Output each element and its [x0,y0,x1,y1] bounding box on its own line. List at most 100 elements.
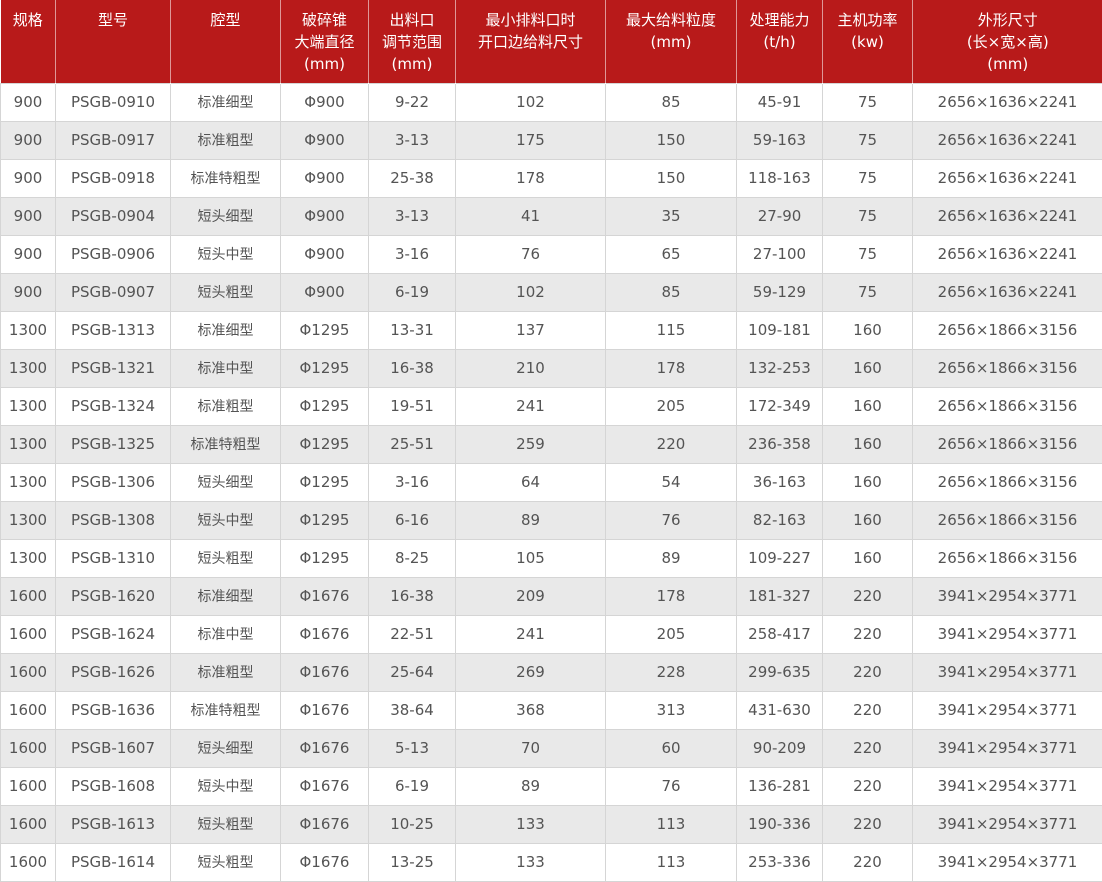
column-header-line: 外形尺寸 [915,9,1101,31]
cell-model: PSGB-0904 [56,197,171,235]
cell-spec: 900 [1,235,56,273]
cell-cone-diameter: Φ1295 [281,463,369,501]
cell-motor-power: 160 [823,349,913,387]
cell-model: PSGB-1626 [56,653,171,691]
cell-discharge-range: 38-64 [369,691,456,729]
cell-model: PSGB-1306 [56,463,171,501]
cell-capacity: 118-163 [737,159,823,197]
cell-motor-power: 160 [823,539,913,577]
cell-capacity: 299-635 [737,653,823,691]
cell-model: PSGB-1310 [56,539,171,577]
column-header-line: 调节范围 [371,31,453,53]
cell-discharge-range: 3-16 [369,463,456,501]
cell-spec: 1600 [1,767,56,805]
cell-capacity: 172-349 [737,387,823,425]
cell-discharge-range: 6-16 [369,501,456,539]
cell-cone-diameter: Φ900 [281,273,369,311]
cell-min-discharge-feed-size: 89 [456,501,606,539]
cell-spec: 900 [1,197,56,235]
cell-spec: 1300 [1,387,56,425]
cell-discharge-range: 25-64 [369,653,456,691]
cell-min-discharge-feed-size: 178 [456,159,606,197]
cell-spec: 1300 [1,501,56,539]
cell-max-feed-size: 35 [606,197,737,235]
column-header-cavity-type: 腔型 [171,0,281,83]
cell-dimensions: 3941×2954×3771 [913,577,1102,615]
cell-model: PSGB-1614 [56,843,171,881]
cell-min-discharge-feed-size: 269 [456,653,606,691]
cell-capacity: 45-91 [737,83,823,121]
cell-model: PSGB-1608 [56,767,171,805]
cell-motor-power: 160 [823,501,913,539]
cell-max-feed-size: 89 [606,539,737,577]
cell-max-feed-size: 65 [606,235,737,273]
cell-spec: 900 [1,159,56,197]
column-header-line: 出料口 [371,9,453,31]
cell-dimensions: 3941×2954×3771 [913,805,1102,843]
cell-discharge-range: 6-19 [369,273,456,311]
cell-max-feed-size: 205 [606,387,737,425]
cell-dimensions: 2656×1866×3156 [913,501,1102,539]
cell-dimensions: 3941×2954×3771 [913,843,1102,881]
cell-motor-power: 220 [823,843,913,881]
cell-cone-diameter: Φ1676 [281,729,369,767]
cell-discharge-range: 16-38 [369,349,456,387]
cell-motor-power: 220 [823,577,913,615]
cell-dimensions: 3941×2954×3771 [913,653,1102,691]
cell-cavity-type: 标准粗型 [171,387,281,425]
cell-max-feed-size: 85 [606,273,737,311]
cell-cone-diameter: Φ900 [281,235,369,273]
cell-min-discharge-feed-size: 76 [456,235,606,273]
cell-spec: 1300 [1,425,56,463]
cell-max-feed-size: 76 [606,501,737,539]
cell-cone-diameter: Φ1676 [281,691,369,729]
cell-dimensions: 2656×1636×2241 [913,197,1102,235]
cell-capacity: 132-253 [737,349,823,387]
cell-capacity: 190-336 [737,805,823,843]
cell-dimensions: 2656×1636×2241 [913,121,1102,159]
column-header-line: 破碎锥 [283,9,366,31]
cell-spec: 1600 [1,653,56,691]
cell-dimensions: 3941×2954×3771 [913,767,1102,805]
cell-min-discharge-feed-size: 241 [456,387,606,425]
cell-cone-diameter: Φ1295 [281,387,369,425]
cell-dimensions: 2656×1866×3156 [913,539,1102,577]
cell-capacity: 253-336 [737,843,823,881]
cell-model: PSGB-1325 [56,425,171,463]
cell-cone-diameter: Φ1676 [281,805,369,843]
cell-discharge-range: 16-38 [369,577,456,615]
cell-dimensions: 2656×1866×3156 [913,349,1102,387]
cell-cavity-type: 短头粗型 [171,805,281,843]
cell-min-discharge-feed-size: 70 [456,729,606,767]
column-header-line: (mm) [371,53,453,75]
cell-motor-power: 220 [823,615,913,653]
cell-min-discharge-feed-size: 137 [456,311,606,349]
cell-cone-diameter: Φ900 [281,121,369,159]
cell-dimensions: 3941×2954×3771 [913,691,1102,729]
cell-motor-power: 220 [823,691,913,729]
cell-model: PSGB-1321 [56,349,171,387]
cell-capacity: 82-163 [737,501,823,539]
column-header-line: 开口边给料尺寸 [458,31,603,53]
cell-dimensions: 2656×1866×3156 [913,311,1102,349]
cell-discharge-range: 3-13 [369,197,456,235]
cell-cavity-type: 短头细型 [171,729,281,767]
cell-max-feed-size: 54 [606,463,737,501]
column-header-line: 规格 [3,9,54,31]
cell-cavity-type: 短头粗型 [171,843,281,881]
cell-motor-power: 220 [823,767,913,805]
cell-spec: 900 [1,121,56,159]
cell-min-discharge-feed-size: 41 [456,197,606,235]
cell-discharge-range: 8-25 [369,539,456,577]
cell-cone-diameter: Φ1295 [281,349,369,387]
